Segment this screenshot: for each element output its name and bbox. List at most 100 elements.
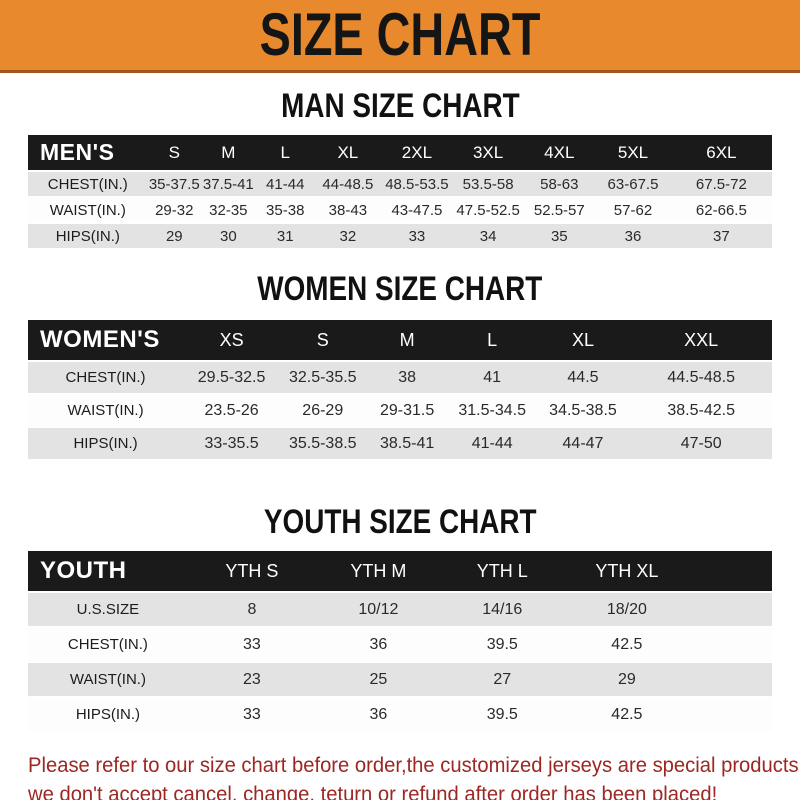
size-cell: 39.5 [440, 627, 564, 663]
table-row: WAIST(IN.) 29-32 32-35 35-38 38-43 43-47.5 47.… [28, 197, 772, 224]
size-cell: 35.5-38.5 [280, 427, 366, 461]
size-cell: 36 [316, 697, 441, 733]
size-cell: 35-37.5 [147, 171, 201, 198]
size-cell: 37 [670, 223, 772, 250]
column-header: 5XL [595, 135, 671, 172]
row-label: WAIST(IN.) [28, 394, 184, 428]
size-cell: 8 [187, 592, 317, 628]
size-cell: 29-31.5 [365, 394, 449, 428]
size-cell: 29 [147, 223, 201, 250]
header-row: WOMEN'S XS S M L XL XXL [28, 320, 772, 362]
size-cell: 42.5 [563, 697, 690, 733]
size-cell: 23 [187, 662, 317, 698]
corner-label: YOUTH [28, 551, 188, 593]
filler-cell [689, 627, 772, 663]
column-header: YTH L [440, 551, 564, 593]
row-label: HIPS(IN.) [28, 697, 188, 733]
header-row: YOUTH YTH S YTH M YTH L YTH XL [28, 551, 772, 593]
size-cell: 58-63 [523, 171, 596, 198]
size-cell: 31 [255, 223, 315, 250]
header-row: MEN'S S M L XL 2XL 3XL 4XL 5XL 6XL [28, 135, 772, 172]
row-label: CHEST(IN.) [28, 627, 188, 663]
size-cell: 38.5-42.5 [630, 394, 772, 428]
size-cell: 44.5-48.5 [630, 361, 772, 395]
filler-cell [689, 592, 772, 628]
disclaimer-line-1: Please refer to our size chart before or… [28, 753, 800, 777]
size-cell: 23.5-26 [183, 394, 281, 428]
size-cell: 57-62 [595, 197, 671, 224]
table-row: U.S.SIZE 8 10/12 14/16 18/20 [28, 592, 772, 628]
size-table-women: WOMEN'S XS S M L XL XXL CHEST(IN.) 29.5-32.5 32.5… [28, 320, 772, 461]
size-cell: 34.5-38.5 [535, 394, 631, 428]
size-cell: 43-47.5 [380, 197, 453, 224]
size-cell: 41 [448, 361, 536, 395]
column-header: L [255, 135, 315, 172]
size-cell: 18/20 [563, 592, 690, 628]
size-section-youth: YOUTH SIZE CHART YOUTH YTH S YTH M YTH L YTH … [0, 461, 800, 733]
size-cell: 44-48.5 [314, 171, 381, 198]
size-cell: 41-44 [448, 427, 536, 461]
column-header: YTH M [316, 551, 441, 593]
size-cell: 29 [563, 662, 690, 698]
row-label: HIPS(IN.) [28, 427, 184, 461]
column-header: 3XL [452, 135, 524, 172]
column-header: YTH XL [563, 551, 690, 593]
size-cell: 36 [595, 223, 671, 250]
column-header: YTH S [187, 551, 317, 593]
size-cell: 63-67.5 [595, 171, 671, 198]
section-heading-men: MAN SIZE CHART [280, 87, 520, 125]
size-cell: 29-32 [147, 197, 201, 224]
table-row: HIPS(IN.) 29 30 31 32 33 34 35 36 37 [28, 223, 772, 250]
column-header: 6XL [670, 135, 772, 172]
row-label: HIPS(IN.) [28, 223, 148, 250]
size-cell: 44.5 [535, 361, 631, 395]
size-cell: 35 [523, 223, 596, 250]
row-label: WAIST(IN.) [28, 662, 188, 698]
column-header: S [147, 135, 201, 172]
column-header: XL [314, 135, 381, 172]
size-cell: 38-43 [314, 197, 381, 224]
filler-cell [689, 662, 772, 698]
column-header: L [448, 320, 536, 362]
size-cell: 33-35.5 [183, 427, 281, 461]
section-heading-women: WOMEN SIZE CHART [257, 270, 543, 308]
table-row: HIPS(IN.) 33 36 39.5 42.5 [28, 697, 772, 733]
row-label: WAIST(IN.) [28, 197, 148, 224]
size-cell: 10/12 [316, 592, 441, 628]
corner-label: MEN'S [28, 135, 148, 172]
size-cell: 32.5-35.5 [280, 361, 366, 395]
column-header: XL [535, 320, 631, 362]
column-header: 2XL [380, 135, 453, 172]
size-cell: 44-47 [535, 427, 631, 461]
size-cell: 31.5-34.5 [448, 394, 536, 428]
corner-label: WOMEN'S [28, 320, 184, 362]
size-cell: 38 [365, 361, 449, 395]
column-header: XXL [630, 320, 772, 362]
column-header: S [280, 320, 366, 362]
table-row: CHEST(IN.) 29.5-32.5 32.5-35.5 38 41 44.5 44.5… [28, 361, 772, 395]
size-cell: 62-66.5 [670, 197, 772, 224]
column-header: M [365, 320, 449, 362]
size-cell: 32 [314, 223, 381, 250]
size-cell: 25 [316, 662, 441, 698]
size-cell: 35-38 [255, 197, 315, 224]
size-cell: 39.5 [440, 697, 564, 733]
size-cell: 30 [200, 223, 256, 250]
table-row: CHEST(IN.) 33 36 39.5 42.5 [28, 627, 772, 663]
size-cell: 34 [452, 223, 524, 250]
size-cell: 38.5-41 [365, 427, 449, 461]
size-cell: 29.5-32.5 [183, 361, 281, 395]
size-cell: 53.5-58 [452, 171, 524, 198]
size-cell: 32-35 [200, 197, 256, 224]
size-cell: 33 [187, 627, 317, 663]
size-cell: 42.5 [563, 627, 690, 663]
size-cell: 14/16 [440, 592, 564, 628]
size-cell: 33 [380, 223, 453, 250]
column-header: M [200, 135, 256, 172]
size-chart-title: SIZE CHART [259, 1, 541, 68]
size-cell: 33 [187, 697, 317, 733]
table-row: HIPS(IN.) 33-35.5 35.5-38.5 38.5-41 41-44 44-… [28, 427, 772, 461]
size-cell: 27 [440, 662, 564, 698]
size-cell: 37.5-41 [200, 171, 256, 198]
size-chart-banner: SIZE CHART [0, 0, 800, 73]
